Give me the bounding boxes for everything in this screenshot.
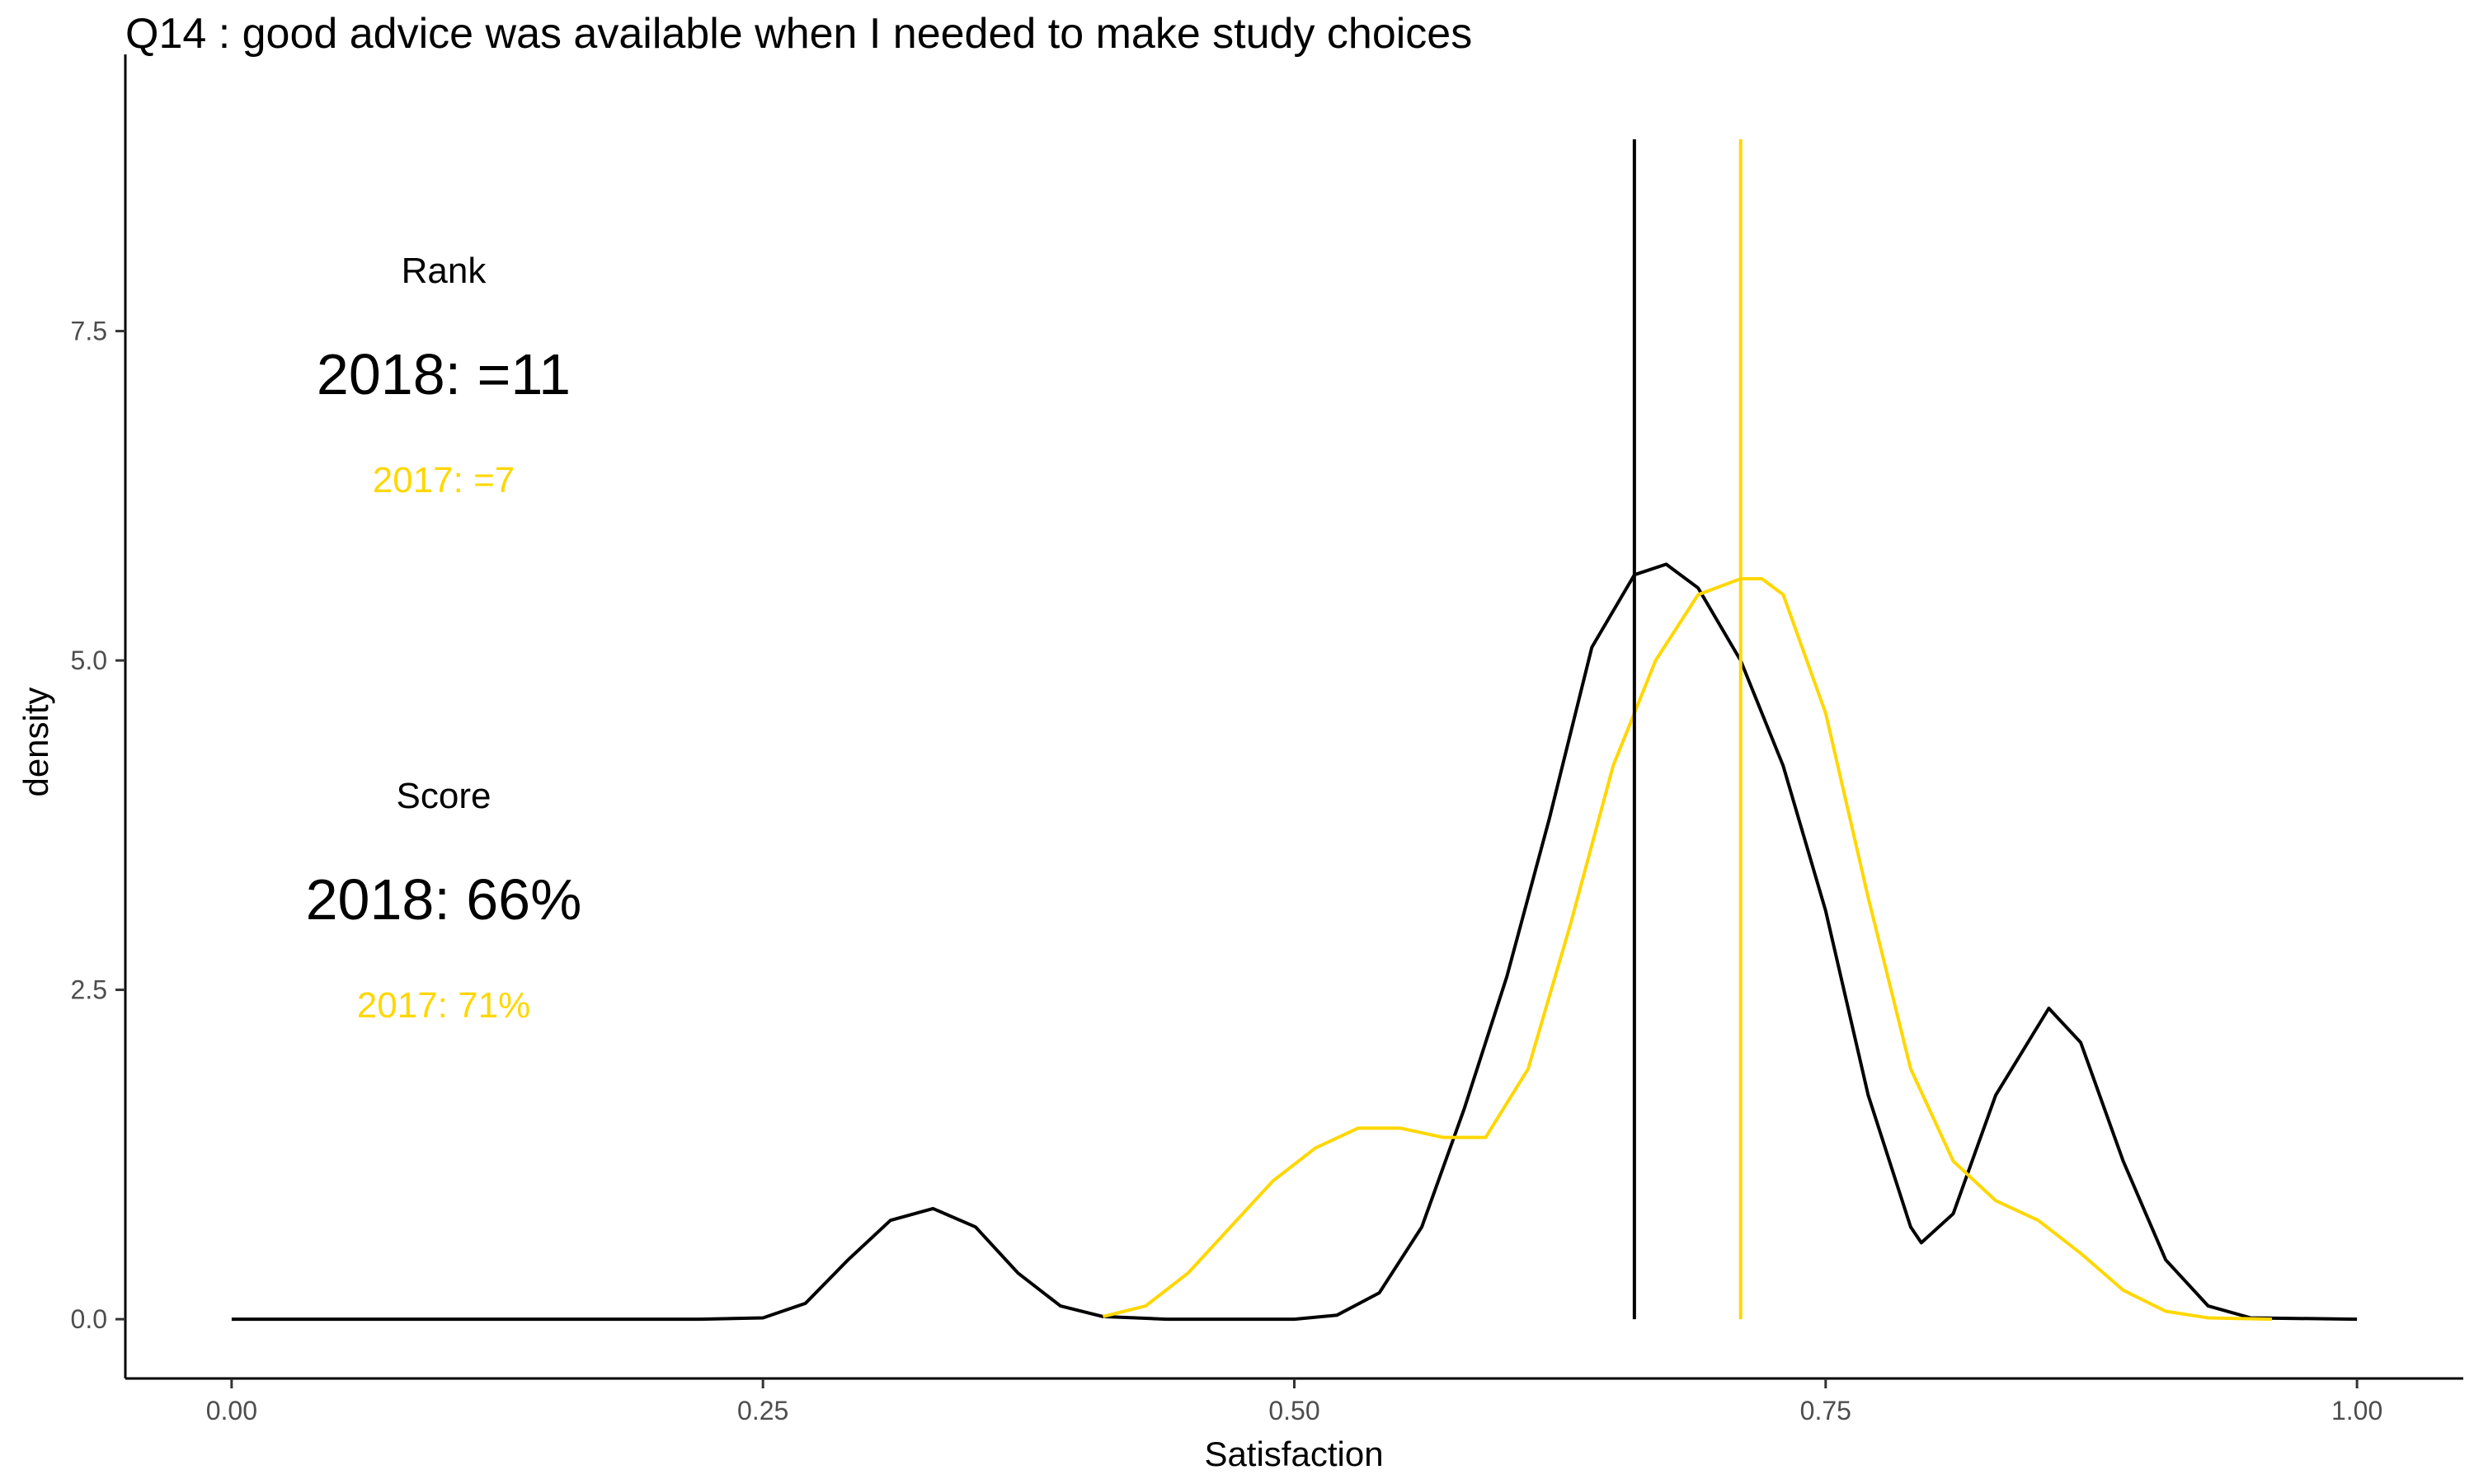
score-label: Score [397,776,492,816]
density-line-2 [1103,577,2273,1322]
y-tick-label: 7.5 [71,317,107,346]
chart-title: Q14 : good advice was available when I n… [125,10,1472,58]
y-axis-title: density [16,687,55,796]
annotations: Rank 2018: =11 2017: =7 Score 2018: 66% … [306,251,582,1026]
rank-2018: 2018: =11 [317,342,571,406]
y-tick-label: 0.0 [71,1304,107,1334]
y-axis-ticks: 0.0 2.5 5.0 7.5 [71,317,125,1334]
x-axis-ticks: 0.00 0.25 0.50 0.75 1.00 [206,1378,2382,1425]
rank-2017: 2017: =7 [373,460,515,500]
plot-area [231,139,2358,1322]
y-tick-label: 5.0 [71,646,107,675]
x-tick-label: 0.00 [206,1396,257,1425]
score-2017: 2017: 71% [357,985,530,1026]
x-tick-label: 1.00 [2331,1396,2382,1425]
rank-label: Rank [402,251,487,291]
x-tick-label: 0.75 [1800,1396,1851,1425]
density-line-1 [231,562,2358,1322]
y-tick-label: 2.5 [71,975,107,1005]
score-2018: 2018: 66% [306,867,582,932]
x-tick-label: 0.50 [1268,1396,1319,1425]
x-tick-label: 0.25 [737,1396,788,1425]
x-axis-title: Satisfaction [1204,1435,1383,1473]
